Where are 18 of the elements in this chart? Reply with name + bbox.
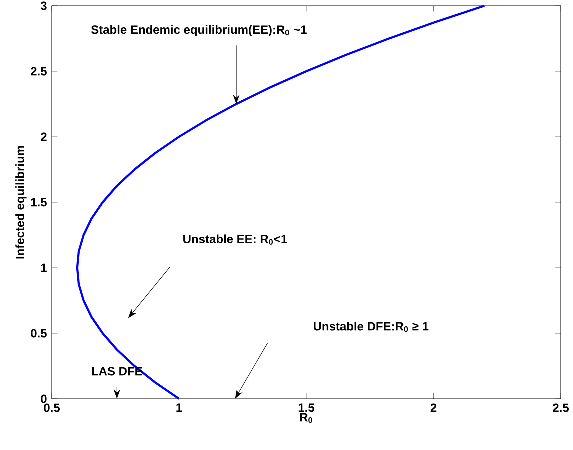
x-tick-label: 1 [176,404,182,412]
y-tick-label: 1.5 [31,198,47,207]
x-axis-title: R$_{0}$ [300,413,312,424]
annotation: LAS DFE [92,367,142,376]
y-tick-label: 1 [41,264,47,272]
y-axis-title: Infected equilibrium [16,146,27,259]
y-tick-label: 3 [40,2,47,10]
x-tick-label: 1.5 [298,404,315,412]
annotation: Stable Endemic equilibrium(EE):R$_{0}$ ~1 [91,25,307,37]
x-tick-label: 2 [430,404,437,412]
x-tick-label: 2.5 [553,404,570,412]
annotation: Unstable EE: R$_{0}$<1 [184,234,288,245]
y-tick-label: 0.5 [31,329,47,338]
y-tick-label: 2.5 [31,67,47,76]
y-tick-label: 0 [41,394,47,404]
annotation: Unstable DFE:R$_{0}$ ≥ 1 [314,322,429,332]
line-series [76,4,486,400]
y-tick-label: 2 [41,132,47,142]
